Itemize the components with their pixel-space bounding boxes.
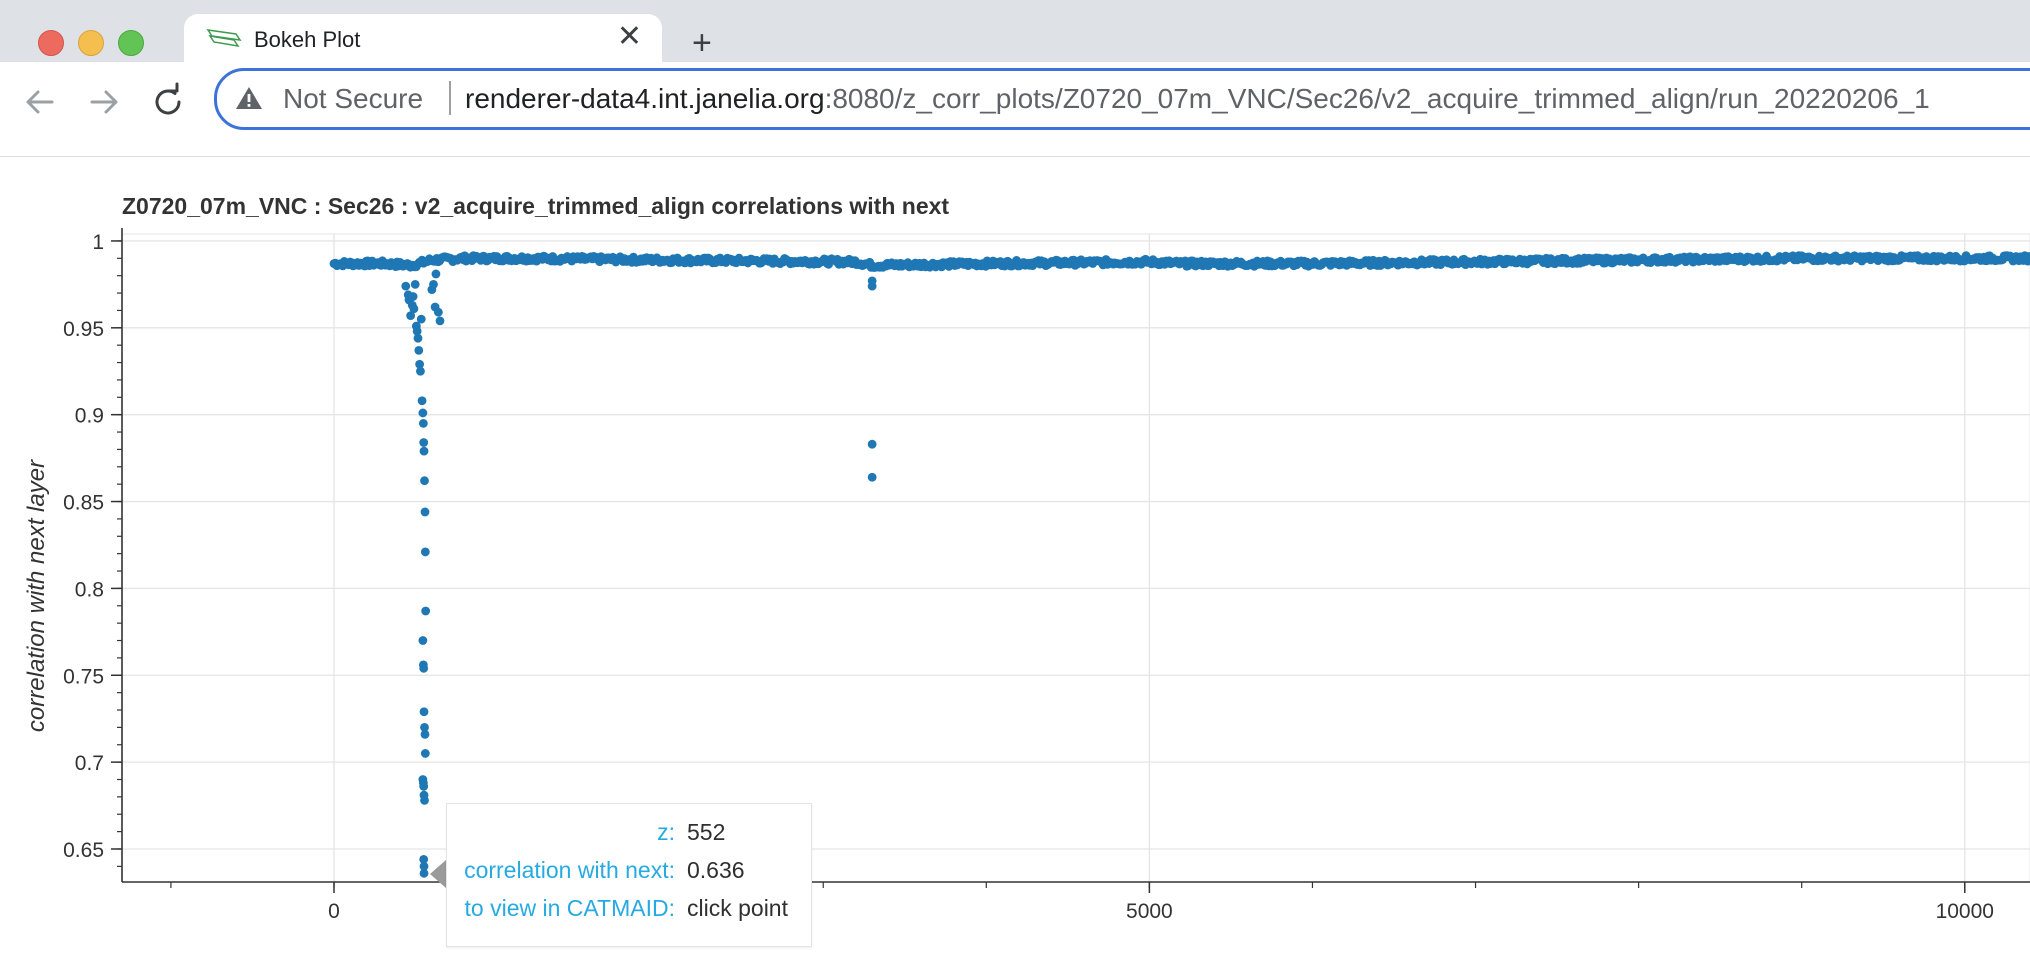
tab-bokeh-plot[interactable]: Bokeh Plot ✕	[184, 14, 662, 62]
browser-tab-bar: Bokeh Plot ✕ +	[0, 0, 2030, 62]
url-text: renderer-data4.int.janelia.org:8080/z_co…	[465, 83, 1930, 115]
url-path: :8080/z_corr_plots/Z0720_07m_VNC/Sec26/v…	[824, 83, 1930, 114]
data-point[interactable]	[431, 269, 441, 279]
data-point[interactable]	[435, 316, 445, 326]
tooltip-row-catmaid: to view in CATMAID: click point	[447, 895, 811, 933]
data-point[interactable]	[415, 359, 425, 369]
data-point[interactable]	[867, 276, 877, 286]
data-point[interactable]	[420, 795, 429, 805]
plus-icon[interactable]: +	[692, 24, 712, 62]
chart-title: Z0720_07m_VNC : Sec26 : v2_acquire_trimm…	[122, 193, 949, 219]
tooltip-correlation-label: correlation with next:	[464, 857, 675, 883]
data-point[interactable]	[419, 707, 429, 717]
back-arrow-icon[interactable]	[18, 80, 62, 124]
data-point[interactable]	[409, 304, 419, 314]
data-point[interactable]	[416, 314, 426, 324]
data-point[interactable]	[421, 606, 431, 616]
data-point[interactable]	[433, 307, 443, 317]
data-points[interactable]	[329, 251, 2030, 878]
browser-toolbar: Not Secure renderer-data4.int.janelia.or…	[0, 62, 2030, 157]
data-point[interactable]	[406, 311, 416, 321]
y-tick-label: 0.75	[63, 665, 104, 688]
maximize-window-button[interactable]	[118, 30, 144, 56]
data-point[interactable]	[867, 439, 877, 449]
security-label: Not Secure	[283, 83, 424, 114]
y-tick-label: 1	[92, 231, 104, 254]
data-point[interactable]	[418, 408, 428, 418]
data-point[interactable]	[410, 279, 420, 289]
address-separator	[449, 81, 451, 115]
y-tick-label: 0.95	[63, 318, 104, 341]
data-point[interactable]	[412, 326, 422, 336]
data-point[interactable]	[417, 396, 427, 406]
x-tick-label: 0	[328, 900, 340, 923]
warning-icon	[236, 87, 262, 109]
data-point[interactable]	[418, 636, 428, 645]
address-bar[interactable]: Not Secure renderer-data4.int.janelia.or…	[214, 68, 2030, 130]
y-tick-label: 0.7	[75, 752, 104, 775]
data-point[interactable]	[429, 279, 438, 289]
data-point[interactable]	[419, 663, 429, 673]
data-point[interactable]	[413, 333, 423, 343]
y-tick-label: 0.85	[63, 492, 104, 515]
tab-title: Bokeh Plot	[254, 27, 361, 52]
data-point[interactable]	[408, 292, 418, 301]
tooltip-catmaid-value: click point	[687, 895, 788, 921]
reload-icon[interactable]	[146, 80, 190, 124]
data-point[interactable]	[420, 507, 430, 517]
hover-tooltip: z: 552 correlation with next: 0.636 to v…	[446, 803, 812, 947]
data-point[interactable]	[419, 855, 429, 864]
y-tick-label: 0.65	[63, 839, 104, 862]
correlation-scatter-plot[interactable]: Z0720_07m_VNC : Sec26 : v2_acquire_trimm…	[0, 156, 2030, 960]
data-point[interactable]	[419, 861, 429, 871]
x-tick-label: 10000	[1936, 900, 1994, 923]
data-point[interactable]	[416, 366, 425, 376]
data-point[interactable]	[419, 868, 429, 878]
data-point[interactable]	[418, 418, 428, 428]
tooltip-z-label: z:	[657, 819, 675, 845]
forward-arrow-icon[interactable]	[82, 80, 126, 124]
tooltip-row-correlation: correlation with next: 0.636	[447, 857, 811, 895]
grid-lines	[121, 233, 2030, 883]
x-tick-label: 5000	[1126, 900, 1173, 923]
tooltip-catmaid-label: to view in CATMAID:	[464, 895, 675, 921]
minimize-window-button[interactable]	[78, 30, 104, 56]
data-point[interactable]	[420, 476, 429, 486]
bokeh-logo-icon	[206, 29, 242, 48]
y-axis-label: correlation with next layer	[23, 459, 50, 732]
data-point[interactable]	[420, 722, 429, 732]
data-point[interactable]	[414, 345, 424, 355]
data-point[interactable]	[401, 281, 411, 291]
tooltip-correlation-value: 0.636	[687, 857, 745, 883]
close-window-button[interactable]	[38, 30, 64, 56]
data-point[interactable]	[420, 749, 430, 758]
close-icon[interactable]: ✕	[616, 20, 642, 53]
tooltip-pointer	[430, 860, 446, 888]
url-host: renderer-data4.int.janelia.org	[465, 83, 825, 114]
data-point[interactable]	[419, 782, 429, 791]
data-point[interactable]	[420, 729, 430, 739]
axes: 0.65 0.7 0.75 0.8 0.85 0.9 0.95 1 0 5000 10000	[63, 228, 2030, 923]
tooltip-row-z: z: 552	[447, 819, 811, 857]
plot-frame	[121, 233, 2030, 883]
data-point[interactable]	[867, 472, 877, 482]
y-tick-label: 0.8	[75, 578, 104, 601]
data-point[interactable]	[419, 446, 429, 456]
data-point[interactable]	[2024, 252, 2030, 261]
data-point[interactable]	[420, 547, 430, 557]
y-tick-label: 0.9	[75, 405, 104, 428]
data-point[interactable]	[419, 438, 429, 447]
tooltip-z-value: 552	[687, 819, 726, 845]
